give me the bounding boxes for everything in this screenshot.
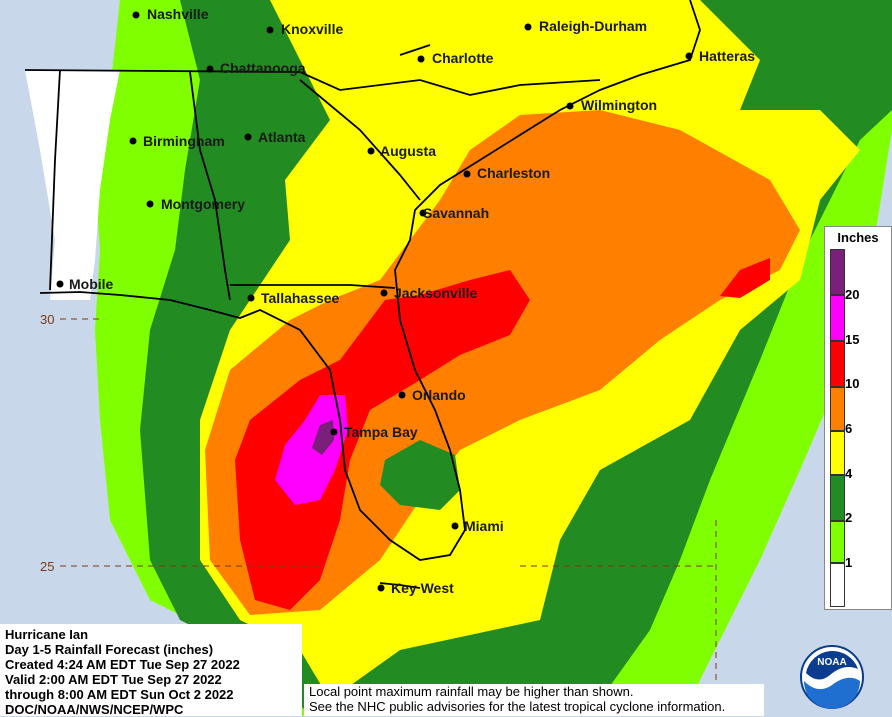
city-label-augusta: Augusta [380,143,436,159]
city-label-tampa-bay: Tampa Bay [344,424,418,440]
info-valid-end: through 8:00 AM EDT Sun Oct 2 2022 [5,687,234,702]
city-label-raleigh-durham: Raleigh-Durham [539,18,647,34]
info-source: DOC/NOAA/NWS/NCEP/WPC [5,702,184,717]
legend-swatch-1-2 [830,521,845,563]
city-dot-augusta [367,147,375,155]
legend-tick-2: 2 [845,510,853,525]
grid-lines [60,318,717,716]
legend-swatch-15-20 [830,295,845,341]
city-dot-montgomery [146,200,154,208]
city-label-nashville: Nashville [147,6,209,22]
city-label-tallahassee: Tallahassee [261,290,340,306]
city-label-orlando: Orlando [412,387,466,403]
city-label-birmingham: Birmingham [143,133,225,149]
city-label-atlanta: Atlanta [258,129,306,145]
disclaimer-line-2: See the NHC public advisories for the la… [309,699,726,714]
disclaimer-box: Local point maximum rainfall may be high… [304,684,764,716]
city-label-knoxville: Knoxville [281,21,343,37]
city-label-montgomery: Montgomery [161,196,245,212]
city-dot-wilmington [566,102,574,110]
city-label-charlotte: Charlotte [432,50,494,66]
forecast-info-box: Hurricane Ian Day 1-5 Rainfall Forecast … [0,624,302,717]
contour-below-1-inch [25,70,120,300]
contour-20-inch [312,420,334,455]
boundaries [24,0,701,589]
contour-10-inch-east [720,258,770,298]
city-dot-jacksonville [380,289,388,297]
noaa-logo: NOAA [800,645,864,709]
info-storm-name: Hurricane Ian [5,627,89,642]
city-label-charleston: Charleston [477,165,550,181]
contour-10-inch [235,270,530,610]
city-dot-tallahassee [247,294,255,302]
info-product-title: Day 1-5 Rainfall Forecast (inches) [5,642,214,657]
city-dot-knoxville [266,26,274,34]
legend-swatch-4-6 [830,431,845,475]
legend-tick-1: 1 [845,555,853,570]
lat-label-25: 25 [40,559,54,574]
rainfall-legend: Inches 20 15 10 6 4 2 1 [824,226,892,610]
contour-6-inch [205,110,800,615]
noaa-logo-text: NOAA [817,657,846,668]
city-markers: Nashville Knoxville Raleigh-Durham Chatt… [56,6,755,596]
legend-tick-20: 20 [845,287,860,302]
lat-label-30: 30 [40,312,54,327]
info-valid-start: Valid 2:00 AM EDT Tue Sep 27 2022 [5,672,222,687]
city-dot-miami [451,522,459,530]
city-dot-charleston [463,170,471,178]
city-label-chattanooga: Chattanooga [220,60,306,76]
city-dot-nashville [132,11,140,19]
legend-tick-15: 15 [845,332,860,347]
city-dot-savannah [419,209,427,217]
contour-2-inch-inner [380,440,460,510]
city-dot-key-west [377,584,385,592]
legend-swatch-20-plus [830,249,845,295]
city-label-savannah: Savannah [423,205,489,221]
info-created-time: Created 4:24 AM EDT Tue Sep 27 2022 [5,657,240,672]
legend-swatch-10-15 [830,341,845,387]
city-label-jacksonville: Jacksonville [394,285,477,301]
city-label-miami: Miami [464,518,504,534]
city-dot-atlanta [244,133,252,141]
legend-swatch-below-1 [830,563,845,607]
legend-swatch-2-4 [830,475,845,521]
city-label-hatteras: Hatteras [699,48,755,64]
city-dot-raleigh-durham [524,23,532,31]
city-dot-charlotte [417,55,425,63]
city-label-key-west: Key West [391,580,454,596]
disclaimer-line-1: Local point maximum rainfall may be high… [309,684,634,699]
legend-tick-6: 6 [845,421,853,436]
city-label-wilmington: Wilmington [581,97,657,113]
city-dot-mobile [56,280,64,288]
legend-tick-4: 4 [845,466,853,481]
city-dot-hatteras [685,52,693,60]
legend-swatch-6-10 [830,387,845,431]
legend-title: Inches [837,230,879,245]
legend-tick-10: 10 [845,376,860,391]
city-dot-orlando [398,391,406,399]
city-dot-birmingham [129,137,137,145]
city-dot-chattanooga [206,65,214,73]
city-dot-tampa-bay [330,428,338,436]
city-label-mobile: Mobile [69,276,114,292]
